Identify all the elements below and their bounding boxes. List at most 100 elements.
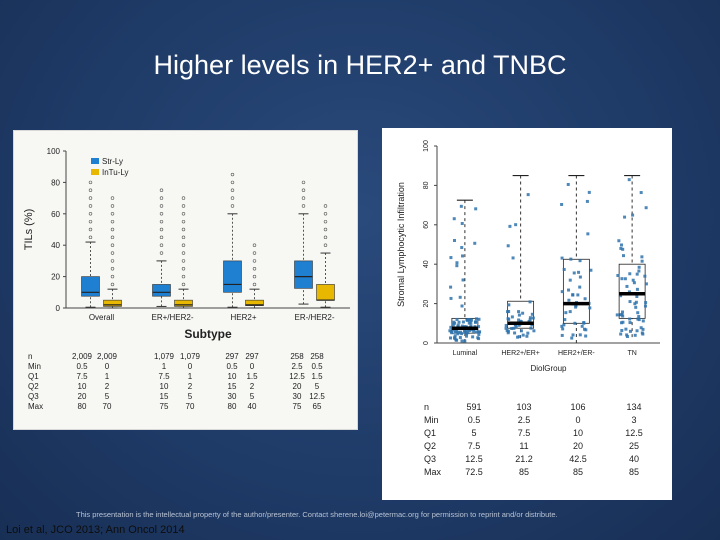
outlier-point: [230, 196, 235, 200]
stats-row-label: n: [424, 402, 429, 412]
data-point: [570, 336, 574, 340]
stats-cell: 0: [105, 362, 110, 371]
outlier-point: [159, 196, 164, 200]
legend-swatch: [91, 169, 99, 175]
outlier-point: [110, 282, 115, 287]
y-tick-label: 0: [56, 304, 61, 313]
data-point: [517, 335, 521, 339]
outlier-point: [230, 172, 235, 177]
data-point: [455, 261, 459, 265]
data-point: [474, 207, 478, 211]
slide-title: Higher levels in HER2+ and TNBC: [153, 50, 567, 80]
stats-cell: 5: [250, 392, 255, 401]
data-point: [621, 314, 625, 318]
data-point: [620, 277, 624, 281]
stats-cell: 2,009: [97, 352, 118, 361]
outlier-point: [181, 267, 186, 271]
left-chart-panel: 0 20 40 60 80 100 TILs (%) Overall ER+/HER2- HER2…: [13, 130, 358, 430]
data-point: [453, 330, 457, 334]
stats-cell: 85: [629, 467, 639, 477]
outlier-point: [88, 188, 93, 192]
data-point: [628, 329, 632, 333]
data-point: [449, 285, 453, 289]
data-point: [587, 190, 591, 194]
x-tick-label: ER-/HER2-: [294, 313, 334, 322]
data-point: [458, 295, 462, 299]
data-point: [634, 305, 638, 309]
data-point: [636, 311, 640, 315]
outlier-point: [110, 259, 115, 263]
data-point: [467, 321, 471, 325]
data-point: [620, 328, 624, 332]
outlier-point: [110, 274, 115, 279]
y-axis-title: Stromal Lymphocytic Infiltration: [396, 182, 406, 307]
data-point: [641, 327, 645, 331]
data-point: [568, 310, 572, 314]
box: [316, 284, 335, 301]
data-point: [615, 313, 619, 317]
data-point: [571, 333, 575, 337]
stats-cell: 15: [160, 392, 169, 401]
outlier-point: [181, 251, 186, 255]
outlier-point: [252, 274, 257, 279]
outlier-point: [110, 235, 115, 240]
data-point: [508, 224, 512, 228]
data-point: [584, 334, 588, 338]
data-point: [510, 327, 514, 331]
data-point: [507, 317, 511, 321]
data-point: [623, 215, 627, 219]
data-point: [571, 293, 575, 297]
data-point: [584, 328, 588, 332]
data-point: [637, 265, 641, 269]
stats-row-label: Q2: [28, 382, 39, 391]
data-point: [578, 285, 582, 289]
stats-row-label: Min: [28, 362, 41, 371]
data-point: [578, 333, 582, 337]
data-point: [526, 331, 530, 335]
data-point: [448, 329, 452, 333]
stats-row-label: Q3: [424, 454, 436, 464]
y-tick-label: 20: [51, 273, 60, 282]
stats-cell: 75: [293, 402, 302, 411]
y-tick-label: 60: [423, 221, 430, 229]
data-point: [568, 278, 572, 282]
data-point: [460, 222, 464, 226]
stats-cell: 7.5: [468, 441, 481, 451]
outlier-point: [181, 282, 186, 287]
outlier-point: [252, 282, 257, 287]
x-tick-label: HER2+/ER+: [501, 350, 540, 357]
data-point: [569, 257, 573, 261]
outlier-point: [252, 251, 257, 255]
data-point: [635, 295, 639, 299]
stats-cell: 2,009: [72, 352, 93, 361]
box: [223, 260, 242, 293]
data-point: [560, 202, 564, 206]
data-point: [623, 277, 627, 281]
outlier-point: [110, 227, 115, 232]
data-point: [477, 330, 481, 334]
data-point: [572, 271, 576, 275]
data-point: [504, 323, 508, 327]
outlier-point: [181, 227, 186, 232]
data-point: [580, 324, 584, 328]
data-point: [577, 270, 581, 274]
data-point: [470, 318, 474, 322]
data-point: [528, 300, 532, 304]
data-point: [585, 199, 589, 203]
data-point: [519, 329, 523, 333]
outlier-point: [159, 251, 164, 255]
data-point: [528, 318, 532, 322]
data-point: [527, 319, 531, 323]
outlier-point: [323, 235, 328, 240]
stats-cell: 5: [105, 392, 110, 401]
stats-cell: 12.5: [625, 428, 643, 438]
outlier-point: [230, 188, 235, 192]
outlier-point: [301, 180, 306, 185]
stats-cell: 21.2: [515, 454, 533, 464]
data-point: [449, 336, 453, 340]
data-point: [631, 278, 635, 282]
outlier-point: [323, 219, 328, 224]
data-point: [516, 335, 520, 339]
x-tick-label: Overall: [89, 313, 115, 322]
data-point: [461, 320, 465, 324]
